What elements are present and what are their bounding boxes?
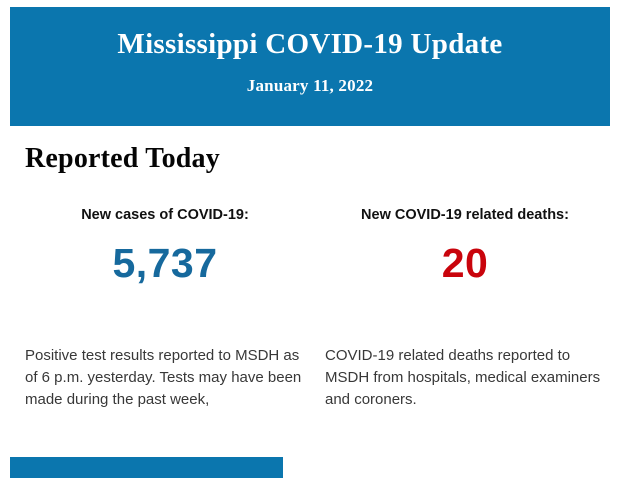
section-heading: Reported Today <box>25 143 220 174</box>
page-title: Mississippi COVID-19 Update <box>117 28 503 60</box>
stat-new-deaths: New COVID-19 related deaths: 20 <box>325 207 605 287</box>
banner-date: January 11, 2022 <box>246 76 374 95</box>
new-deaths-value: 20 <box>441 240 489 286</box>
new-cases-description: Positive test results reported to MSDH a… <box>25 347 302 408</box>
new-deaths-description: COVID-19 related deaths reported to MSDH… <box>325 347 601 408</box>
new-cases-value: 5,737 <box>112 240 218 286</box>
new-cases-label: New cases of COVID-19: <box>81 207 249 223</box>
new-deaths-label: New COVID-19 related deaths: <box>361 207 569 223</box>
stat-new-cases: New cases of COVID-19: 5,737 <box>25 207 305 287</box>
banner: Mississippi COVID-19 Update January 11, … <box>10 7 610 126</box>
footer-bar <box>10 457 283 478</box>
